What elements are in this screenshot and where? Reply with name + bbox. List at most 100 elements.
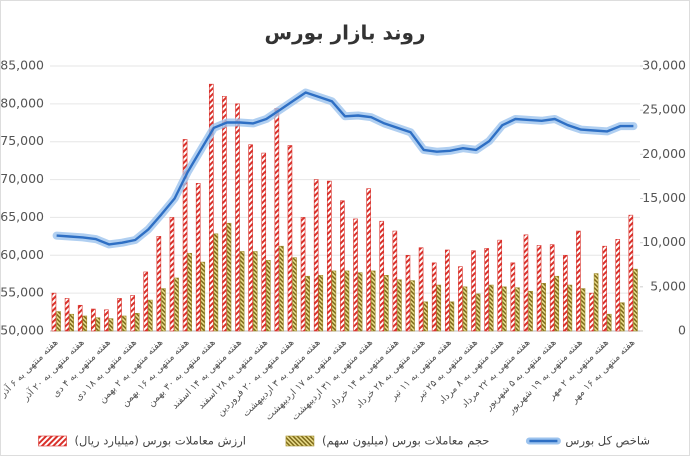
bar [274,108,280,332]
bar [331,270,337,332]
chart-title: روند بازار بورس [265,21,426,45]
bar [633,268,638,332]
bar [252,251,258,332]
bar [51,292,57,332]
bar [462,286,468,332]
legend-swatch [285,435,315,447]
bar [148,299,153,332]
bar [69,313,74,332]
y-tick-label: 75,000 [0,133,44,148]
bar [292,257,297,332]
bar [195,183,201,332]
bar [248,144,253,332]
bar [488,284,494,332]
bar [431,262,437,332]
bar [318,275,324,332]
bar [449,301,455,332]
y-tick-label: 60,000 [0,247,44,262]
bar [121,315,127,332]
bar [174,277,179,332]
bar [410,280,415,332]
bar [436,284,442,332]
legend-swatch [38,435,67,447]
bar [370,270,376,332]
bar [497,239,503,332]
bar [418,247,424,332]
bar [536,245,542,332]
y-tick-label: 80,000 [0,95,44,110]
bar [134,313,140,332]
bar [208,83,214,332]
y2-tick-label: 5,000 [650,278,686,293]
bar [82,315,88,332]
bar [169,217,175,332]
line [56,91,634,246]
y-tick-label: 70,000 [0,171,44,186]
bar [458,266,463,332]
bar [287,145,293,332]
bar [161,288,166,332]
bar [562,254,568,332]
y2-tick-label: 20,000 [642,146,686,161]
bar [549,244,555,332]
bar [606,313,612,332]
bar [117,298,122,332]
bar [384,275,389,332]
bar [620,302,625,332]
bar [357,272,363,332]
bar [567,284,573,332]
bar [615,239,621,332]
y-tick-label: 65,000 [0,209,44,224]
bar [593,273,599,332]
bar [344,270,350,332]
bar [602,245,607,332]
bar [340,200,345,332]
bar [405,254,411,332]
bar [200,261,206,332]
legend-label: حجم معاملات بورس (میلیون سهم) [322,434,489,449]
bar [528,290,533,332]
y2-tick-label: 30,000 [642,58,686,73]
bar [279,245,284,332]
bar [444,249,450,332]
bar [130,295,135,332]
legend-label: شاخص کل بورس [565,434,650,449]
bar [239,251,245,332]
bar [95,317,101,332]
bar [326,180,332,332]
bar [471,250,476,332]
bar [554,275,560,332]
bar [305,275,310,332]
bar [313,179,319,332]
bar [423,301,428,332]
y2-tick-label: 25,000 [642,102,686,117]
bar [523,234,529,332]
bar [156,236,162,332]
bar [541,282,546,332]
bar [366,188,371,332]
bar [266,260,271,332]
bar [261,152,267,332]
bar [353,218,358,332]
bar [56,311,61,332]
bar [104,309,109,332]
bar [143,271,149,332]
bar [64,298,70,332]
bar [502,286,507,332]
bar [235,103,240,332]
bar [475,293,481,332]
bar [510,262,516,332]
bar [213,233,219,332]
bar [397,279,402,332]
bar [392,230,398,332]
legend-label: ارزش معاملات بورس (میلیارد ریال) [75,434,246,449]
y2-tick-label: 10,000 [642,234,686,249]
bar [187,252,192,332]
bar [628,214,634,332]
y-tick-label: 55,000 [0,285,44,300]
bar [515,287,520,332]
bar [108,318,114,332]
bar [576,230,581,332]
bar [182,139,188,332]
